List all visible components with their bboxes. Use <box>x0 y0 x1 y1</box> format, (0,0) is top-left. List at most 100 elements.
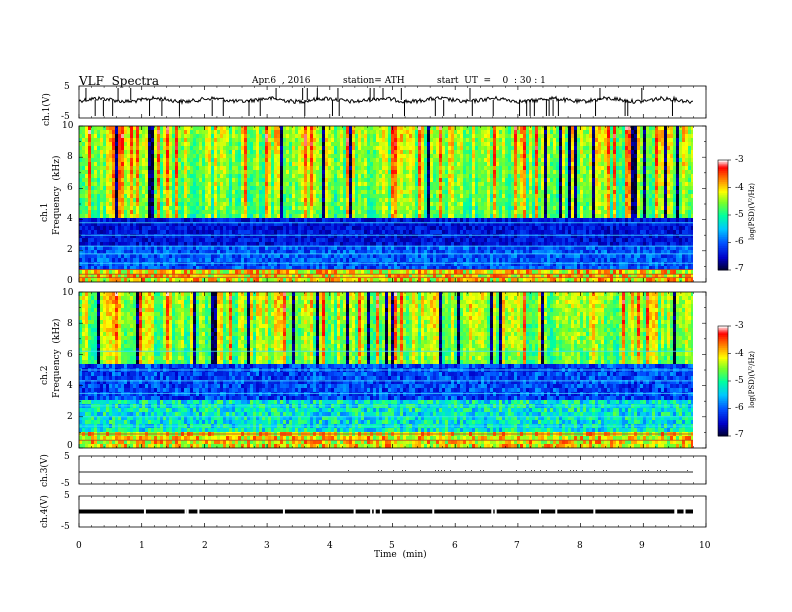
spectrogram-cell <box>202 270 205 274</box>
spectrogram-cell <box>451 262 454 266</box>
spectrogram-cell <box>109 150 112 154</box>
spectrogram-cell <box>442 242 445 246</box>
spectrogram-cell <box>142 230 145 234</box>
spectrogram-cell <box>436 190 439 194</box>
spectrogram-cell <box>286 218 289 222</box>
spectrogram-cell <box>358 226 361 230</box>
spectrogram-cell <box>436 150 439 154</box>
spectrogram-cell <box>142 154 145 158</box>
spectrogram-cell <box>226 254 229 258</box>
spectrogram-cell <box>268 230 271 234</box>
spectrogram-cell <box>247 182 250 186</box>
spectrogram-cell <box>232 234 235 238</box>
spectrogram-cell <box>457 234 460 238</box>
spectrogram-cell <box>109 162 112 166</box>
spectrogram-cell <box>109 142 112 146</box>
spectrogram-cell <box>334 206 337 210</box>
spectrogram-cell <box>361 198 364 202</box>
spectrogram-cell <box>151 270 154 274</box>
spectrogram-cell <box>298 250 301 254</box>
spectrogram-cell <box>349 206 352 210</box>
spectrogram-cell <box>178 214 181 218</box>
spectrogram-cell <box>229 218 232 222</box>
spectrogram-cell <box>451 134 454 138</box>
spectrogram-cell <box>241 194 244 198</box>
spectrogram-cell <box>430 130 433 134</box>
spectrogram-cell <box>325 258 328 262</box>
spectrogram-cell <box>367 258 370 262</box>
spectrogram-cell <box>370 234 373 238</box>
spectrogram-cell <box>241 166 244 170</box>
spectrogram-cell <box>244 150 247 154</box>
spectrogram-cell <box>385 202 388 206</box>
spectrogram-cell <box>223 142 226 146</box>
spectrogram-cell <box>202 182 205 186</box>
spectrogram-cell <box>346 190 349 194</box>
spectrogram-cell <box>136 206 139 210</box>
spectrogram-cell <box>418 138 421 142</box>
spectrogram-cell <box>433 170 436 174</box>
spectrogram-cell <box>382 230 385 234</box>
spectrogram-cell <box>136 214 139 218</box>
spectrogram-cell <box>199 214 202 218</box>
spectrogram-cell <box>133 154 136 158</box>
spectrogram-cell <box>166 166 169 170</box>
spectrogram-cell <box>202 134 205 138</box>
spectrogram-cell <box>211 242 214 246</box>
spectrogram-cell <box>160 266 163 270</box>
spectrogram-cell <box>250 254 253 258</box>
spectrogram-cell <box>112 210 115 214</box>
spectrogram-cell <box>262 130 265 134</box>
spectrogram-cell <box>307 278 310 282</box>
spectrogram-cell <box>88 158 91 162</box>
spectrogram-cell <box>385 158 388 162</box>
spectrogram-cell <box>313 158 316 162</box>
spectrogram-cell <box>322 170 325 174</box>
spectrogram-cell <box>202 190 205 194</box>
spectrogram-cell <box>214 206 217 210</box>
spectrogram-cell <box>388 190 391 194</box>
spectrogram-cell <box>163 186 166 190</box>
spectrogram-cell <box>118 234 121 238</box>
spectrogram-cell <box>118 198 121 202</box>
spectrogram-cell <box>433 138 436 142</box>
spectrogram-cell <box>331 190 334 194</box>
spectrogram-cell <box>229 170 232 174</box>
spectrogram-cell <box>304 238 307 242</box>
spectrogram-cell <box>235 218 238 222</box>
spectrogram-cell <box>403 214 406 218</box>
spectrogram-cell <box>85 186 88 190</box>
spectrogram-cell <box>310 206 313 210</box>
spectrogram-cell <box>331 262 334 266</box>
spectrogram-cell <box>118 270 121 274</box>
spectrogram-cell <box>91 166 94 170</box>
spectrogram-cell <box>313 162 316 166</box>
spectrogram-cell <box>349 210 352 214</box>
spectrogram-cell <box>328 238 331 242</box>
spectrogram-cell <box>238 190 241 194</box>
spectrogram-cell <box>349 162 352 166</box>
spectrogram-cell <box>124 202 127 206</box>
spectrogram-cell <box>139 150 142 154</box>
spectrogram-cell <box>139 202 142 206</box>
spectrogram-cell <box>181 126 184 130</box>
spectrogram-cell <box>214 146 217 150</box>
spectrogram-cell <box>289 154 292 158</box>
spectrogram-cell <box>211 254 214 258</box>
spectrogram-cell <box>316 242 319 246</box>
spectrogram-cell <box>226 266 229 270</box>
spectrogram-cell <box>91 170 94 174</box>
spectrogram-cell <box>106 218 109 222</box>
spectrogram-cell <box>322 186 325 190</box>
spectrogram-cell <box>454 214 457 218</box>
spectrogram-cell <box>202 238 205 242</box>
spectrogram-cell <box>211 266 214 270</box>
spectrogram-cell <box>346 194 349 198</box>
spectrogram-cell <box>130 270 133 274</box>
spectrogram-cell <box>358 158 361 162</box>
spectrogram-cell <box>313 254 316 258</box>
spectrogram-cell <box>217 278 220 282</box>
spectrogram-cell <box>349 226 352 230</box>
spectrogram-cell <box>133 214 136 218</box>
spectrogram-cell <box>214 246 217 250</box>
